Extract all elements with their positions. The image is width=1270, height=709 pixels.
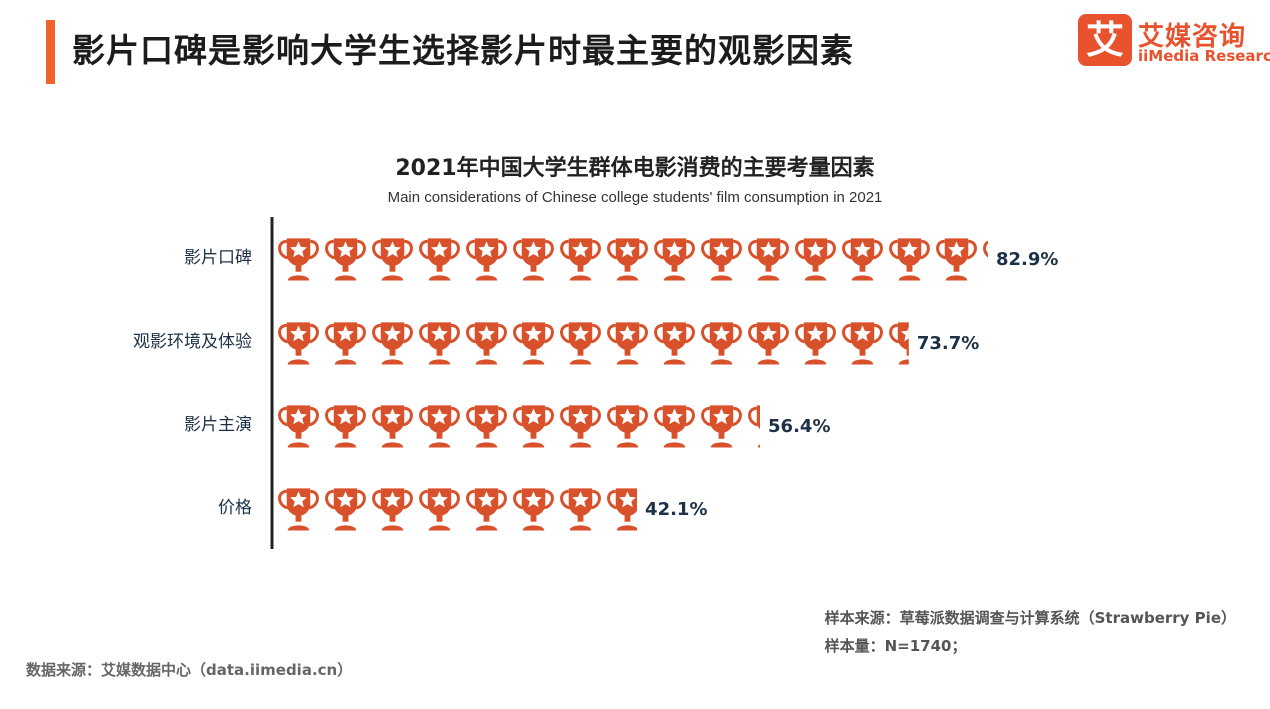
trophy-icon xyxy=(419,236,460,282)
trophy-icon xyxy=(842,320,883,366)
chart-subtitle: Main considerations of Chinese college s… xyxy=(387,189,883,206)
trophy-icon xyxy=(654,320,695,366)
trophy-icon xyxy=(560,236,601,282)
trophy-icon xyxy=(278,320,319,366)
trophy-icon xyxy=(278,403,319,449)
value-label: 56.4% xyxy=(768,416,830,437)
logo-mark: 艾 xyxy=(1078,14,1132,66)
trophy-icon xyxy=(325,320,366,366)
trophy-icon xyxy=(325,486,366,532)
category-label: 影片口碑 xyxy=(184,248,252,268)
trophy-icon xyxy=(701,320,742,366)
trophy-icon xyxy=(560,486,601,532)
trophy-icon xyxy=(842,236,883,282)
trophy-icon xyxy=(513,236,554,282)
trophy-icon xyxy=(795,320,836,366)
value-label: 73.7% xyxy=(917,333,979,354)
trophy-icon xyxy=(372,320,413,366)
trophy-icon xyxy=(466,486,507,532)
trophy-icon xyxy=(560,403,601,449)
title-accent-bar xyxy=(46,20,55,84)
trophy-icon xyxy=(607,486,638,532)
category-label: 观影环境及体验 xyxy=(133,332,252,352)
trophy-icon xyxy=(560,320,601,366)
trophy-icon xyxy=(701,236,742,282)
trophy-icon xyxy=(607,236,648,282)
trophy-icon xyxy=(748,236,789,282)
bar-2 xyxy=(278,320,909,366)
bar-4 xyxy=(278,486,638,532)
trophy-icon xyxy=(607,403,648,449)
trophy-icon xyxy=(701,403,742,449)
trophy-icon xyxy=(795,236,836,282)
trophy-icon xyxy=(748,320,789,366)
iimedia-logo: 艾 艾媒咨询 iiMedia Research xyxy=(1078,14,1270,70)
category-label: 影片主演 xyxy=(184,415,252,435)
sample-info: 样本来源：草莓派数据调查与计算系统（Strawberry Pie） 样本量：N=… xyxy=(825,604,1236,660)
trophy-icon xyxy=(654,403,695,449)
value-label: 42.1% xyxy=(645,499,707,520)
trophy-icon xyxy=(513,486,554,532)
trophy-icon xyxy=(513,320,554,366)
trophy-icon xyxy=(466,320,507,366)
trophy-icon xyxy=(419,320,460,366)
bar-3 xyxy=(278,403,761,449)
data-source: 数据来源：艾媒数据中心（data.iimedia.cn） xyxy=(26,661,353,679)
sample-size: 样本量：N=1740； xyxy=(824,637,967,655)
logo-name-en: iiMedia Research xyxy=(1138,47,1270,65)
trophy-icon xyxy=(466,403,507,449)
trophy-icon xyxy=(607,320,648,366)
value-label: 82.9% xyxy=(996,249,1058,270)
trophy-icon xyxy=(513,403,554,449)
trophy-icon xyxy=(325,236,366,282)
trophy-icon xyxy=(936,236,977,282)
chart-title: 2021年中国大学生群体电影消费的主要考量因素 xyxy=(395,156,875,181)
trophy-icon xyxy=(372,236,413,282)
trophy-icon xyxy=(654,236,695,282)
trophy-icon xyxy=(325,403,366,449)
trophy-icon xyxy=(466,236,507,282)
category-label: 价格 xyxy=(218,498,252,518)
page-title: 影片口碑是影响大学生选择影片时最主要的观影因素 xyxy=(72,31,854,70)
trophy-icon xyxy=(419,486,460,532)
trophy-icon xyxy=(278,236,319,282)
trophy-icon xyxy=(889,236,930,282)
trophy-icon xyxy=(372,486,413,532)
bar-1 xyxy=(278,236,988,282)
trophy-icon xyxy=(278,486,319,532)
trophy-icon xyxy=(419,403,460,449)
logo-name-cn: 艾媒咨询 xyxy=(1138,22,1247,52)
sample-source: 样本来源：草莓派数据调查与计算系统（Strawberry Pie） xyxy=(824,609,1236,627)
trophy-icon xyxy=(372,403,413,449)
